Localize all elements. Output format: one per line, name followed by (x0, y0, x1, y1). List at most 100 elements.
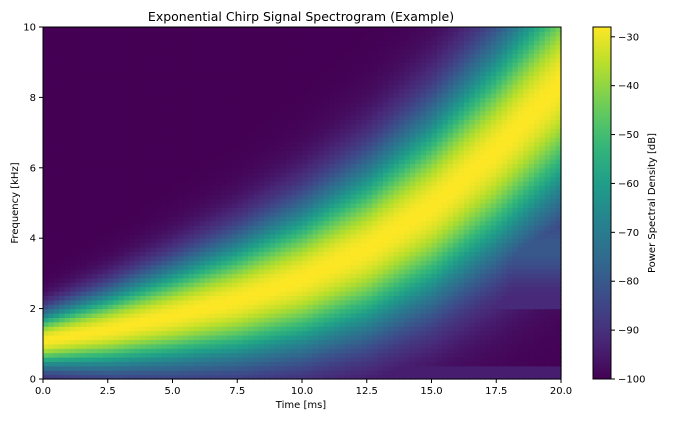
heatmap-cell (194, 269, 200, 274)
heatmap-cell (54, 278, 60, 283)
heatmap-cell (140, 71, 146, 76)
heatmap-cell (205, 212, 211, 217)
heatmap-cell (340, 366, 346, 371)
heatmap-cell (205, 353, 211, 358)
heatmap-cell (356, 80, 362, 85)
heatmap-cell (59, 291, 65, 296)
heatmap-cell (210, 265, 216, 270)
heatmap-cell (183, 102, 189, 107)
heatmap-cell (307, 348, 313, 353)
heatmap-cell (54, 93, 60, 98)
heatmap-cell (356, 216, 362, 221)
heatmap-cell (178, 163, 184, 168)
heatmap-cell (54, 287, 60, 292)
heatmap-cell (81, 212, 87, 217)
heatmap-cell (75, 335, 81, 340)
heatmap-cell (232, 124, 238, 129)
heatmap-cell (81, 335, 87, 340)
heatmap-cell (124, 207, 130, 212)
heatmap-cell (237, 339, 243, 344)
heatmap-cell (129, 119, 135, 124)
heatmap-cell (146, 265, 152, 270)
heatmap-cell (183, 62, 189, 67)
heatmap-cell (302, 370, 308, 375)
heatmap-cell (334, 45, 340, 50)
heatmap-cell (216, 331, 222, 336)
heatmap-cell (216, 181, 222, 186)
heatmap-cell (275, 269, 281, 274)
heatmap-cell (372, 247, 378, 252)
heatmap-cell (151, 155, 157, 160)
heatmap-cell (307, 357, 313, 362)
heatmap-cell (140, 216, 146, 221)
heatmap-cell (65, 309, 71, 314)
heatmap-cell (313, 115, 319, 120)
heatmap-cell (361, 141, 367, 146)
heatmap-cell (286, 229, 292, 234)
heatmap-cell (167, 331, 173, 336)
heatmap-cell (280, 102, 286, 107)
heatmap-cell (167, 304, 173, 309)
heatmap-cell (92, 344, 98, 349)
heatmap-cell (65, 115, 71, 120)
heatmap-cell (189, 313, 195, 318)
heatmap-cell (313, 27, 319, 32)
heatmap-cell (113, 335, 119, 340)
heatmap-cell (221, 313, 227, 318)
heatmap-cell (108, 221, 114, 226)
heatmap-cell (275, 309, 281, 314)
heatmap-cell (334, 207, 340, 212)
heatmap-cell (102, 181, 108, 186)
heatmap-cell (119, 36, 125, 41)
heatmap-cell (113, 357, 119, 362)
heatmap-cell (264, 361, 270, 366)
heatmap-cell (340, 238, 346, 243)
heatmap-cell (97, 137, 103, 142)
heatmap-cell (75, 344, 81, 349)
heatmap-cell (183, 326, 189, 331)
heatmap-cell (92, 295, 98, 300)
heatmap-cell (140, 58, 146, 63)
heatmap-cell (361, 159, 367, 164)
heatmap-cell (318, 207, 324, 212)
heatmap-cell (243, 53, 249, 58)
heatmap-cell (291, 300, 297, 305)
heatmap-cell (75, 185, 81, 190)
heatmap-cell (372, 62, 378, 67)
heatmap-cell (345, 326, 351, 331)
heatmap-cell (291, 45, 297, 50)
heatmap-cell (372, 93, 378, 98)
heatmap-cell (351, 339, 357, 344)
heatmap-cell (243, 36, 249, 41)
heatmap-cell (216, 295, 222, 300)
heatmap-cell (178, 124, 184, 129)
heatmap-cell (113, 256, 119, 261)
heatmap-cell (216, 212, 222, 217)
heatmap-cell (226, 27, 232, 32)
heatmap-cell (205, 251, 211, 256)
heatmap-cell (102, 256, 108, 261)
heatmap-cell (232, 370, 238, 375)
heatmap-cell (48, 251, 54, 256)
heatmap-cell (313, 348, 319, 353)
heatmap-cell (183, 313, 189, 318)
heatmap-cell (199, 212, 205, 217)
heatmap-cell (302, 199, 308, 204)
heatmap-cell (248, 291, 254, 296)
heatmap-cell (124, 106, 130, 111)
heatmap-cell (81, 344, 87, 349)
heatmap-cell (226, 370, 232, 375)
heatmap-cell (183, 71, 189, 76)
heatmap-cell (221, 111, 227, 116)
heatmap-cell (307, 190, 313, 195)
heatmap-cell (318, 273, 324, 278)
heatmap-cell (167, 89, 173, 94)
heatmap-cell (351, 194, 357, 199)
heatmap-cell (221, 146, 227, 151)
heatmap-cell (194, 234, 200, 239)
heatmap-cell (178, 335, 184, 340)
heatmap-cell (210, 185, 216, 190)
heatmap-cell (124, 190, 130, 195)
heatmap-cell (356, 225, 362, 230)
heatmap-cell (75, 102, 81, 107)
